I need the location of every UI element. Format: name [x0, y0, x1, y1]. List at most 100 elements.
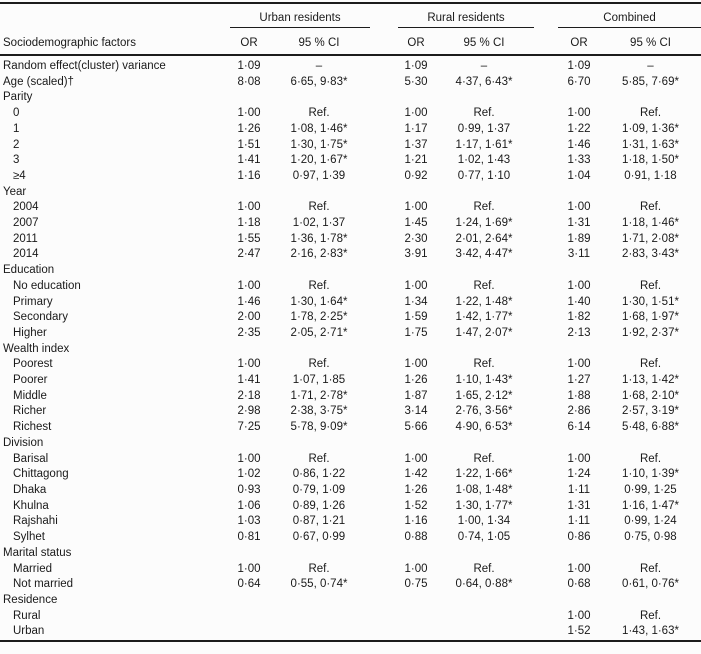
or-cell: 1·89 [567, 232, 591, 245]
group-header-row: Sociodemographic factors Urban residents… [0, 3, 701, 56]
ci-cell [600, 436, 701, 452]
column-gap [370, 436, 398, 452]
row-label: Barisal [13, 452, 49, 465]
ci-cell: 2·83, 3·43* [622, 248, 679, 261]
column-gap [534, 420, 558, 436]
ci-cell: 0·79, 1·09 [292, 483, 346, 496]
ci-cell [600, 185, 701, 201]
or-cell [398, 546, 434, 562]
or-cell: 5·30 [404, 75, 428, 88]
column-gap [534, 75, 558, 91]
ci-cell: 0·91, 1·18 [624, 169, 677, 182]
ci-cell: 1·71, 2·08* [622, 232, 679, 245]
or-cell: 1·02 [237, 468, 261, 481]
or-cell [558, 342, 600, 358]
or-cell [558, 546, 600, 562]
row-label: 0 [13, 107, 20, 120]
or-cell [558, 263, 600, 279]
or-cell: 5·66 [404, 421, 428, 434]
row-label: Marital status [3, 546, 72, 559]
or-cell: 1·00 [237, 562, 261, 575]
table-row: Urban 1·52 1·43, 1·63* [0, 624, 701, 641]
or-cell: 6·14 [567, 421, 591, 434]
column-gap [370, 389, 398, 405]
or-cell: 1·00 [404, 107, 428, 120]
column-gap [370, 106, 398, 122]
or-cell: 1·75 [404, 326, 428, 339]
ci-cell [268, 546, 370, 562]
row-label: Chittagong [13, 468, 69, 481]
ci-cell: 1·18, 1·50* [622, 154, 679, 167]
ci-cell: 2·57, 3·19* [622, 405, 679, 418]
ci-header-urban: 95 % CI [268, 27, 370, 56]
ci-cell: Ref. [308, 452, 330, 465]
column-gap [534, 106, 558, 122]
or-cell: 1·00 [237, 201, 261, 214]
row-label: Richer [13, 405, 47, 418]
factor-column-header: Sociodemographic factors [0, 3, 230, 56]
ci-cell [268, 624, 370, 641]
table-row: Education [0, 263, 701, 279]
ci-cell [434, 185, 534, 201]
row-label: Random effect(cluster) variance [3, 60, 166, 72]
group-header-urban: Urban residents [230, 3, 370, 28]
or-cell: 1·00 [404, 358, 428, 371]
or-cell [398, 263, 434, 279]
column-gap [534, 90, 558, 106]
or-cell: 1·21 [404, 154, 428, 167]
column-gap [370, 342, 398, 358]
table-row: 2004 1·00 Ref. 1·00 Ref. 1·00 Ref. [0, 200, 701, 216]
or-cell: 1·16 [404, 515, 428, 528]
ci-cell: 1·30, 1·77* [455, 499, 513, 512]
or-cell [230, 624, 268, 641]
or-cell: 1·00 [404, 562, 428, 575]
column-gap [370, 373, 398, 389]
ci-cell [268, 609, 370, 625]
ci-cell: 1·30, 1·51* [622, 295, 679, 308]
ci-cell: 1·47, 2·07* [455, 326, 513, 339]
ci-cell [434, 263, 534, 279]
table-row: Primary 1·46 1·30, 1·64* 1·34 1·22, 1·48* 1·4… [0, 295, 701, 311]
row-label: Sylhet [13, 531, 45, 544]
or-cell: 1·11 [567, 483, 591, 496]
or-cell: 1·37 [404, 138, 428, 151]
ci-cell: 1·92, 2·37* [622, 326, 679, 339]
ci-cell: Ref. [639, 201, 662, 214]
column-gap [370, 3, 398, 28]
or-cell: 1·00 [567, 358, 591, 371]
or-cell: 1·46 [567, 138, 591, 151]
or-cell: 1·40 [567, 295, 591, 308]
row-label: Education [3, 264, 55, 277]
or-cell: 1·82 [567, 311, 591, 324]
column-gap [370, 55, 398, 75]
or-cell: 0·64 [237, 578, 261, 591]
column-gap [534, 609, 558, 625]
table-row: Poorest 1·00 Ref. 1·00 Ref. 1·00 Ref. [0, 357, 701, 373]
table-row: Random effect(cluster) variance 1·09 – 1·09… [0, 55, 701, 75]
or-cell: 1·45 [404, 217, 428, 230]
ci-cell: 1·24, 1·69* [455, 217, 513, 230]
column-gap [370, 499, 398, 515]
or-cell: 1·34 [404, 295, 428, 308]
ci-cell [268, 593, 370, 609]
column-gap [534, 389, 558, 405]
or-cell: 2·13 [567, 326, 591, 339]
column-gap [370, 169, 398, 185]
table-row: Dhaka 0·93 0·79, 1·09 1·26 1·08, 1·48* 1·11 0·… [0, 483, 701, 499]
ci-cell [268, 185, 370, 201]
column-gap [370, 577, 398, 593]
ci-cell: Ref. [473, 562, 495, 575]
ci-cell: 1·22, 1·48* [455, 295, 513, 308]
column-gap [370, 404, 398, 420]
column-gap [534, 436, 558, 452]
ci-cell: 1·43, 1·63* [622, 625, 679, 638]
table-row: 2007 1·18 1·02, 1·37 1·45 1·24, 1·69* 1·31 1·1… [0, 216, 701, 232]
or-cell [398, 342, 434, 358]
ci-cell: 1·10, 1·39* [622, 468, 679, 481]
or-cell: 1·00 [567, 609, 591, 622]
or-cell: 1·09 [237, 60, 261, 72]
ci-cell: Ref. [639, 107, 662, 120]
column-gap [534, 514, 558, 530]
table-row: Barisal 1·00 Ref. 1·00 Ref. 1·00 Ref. [0, 452, 701, 468]
